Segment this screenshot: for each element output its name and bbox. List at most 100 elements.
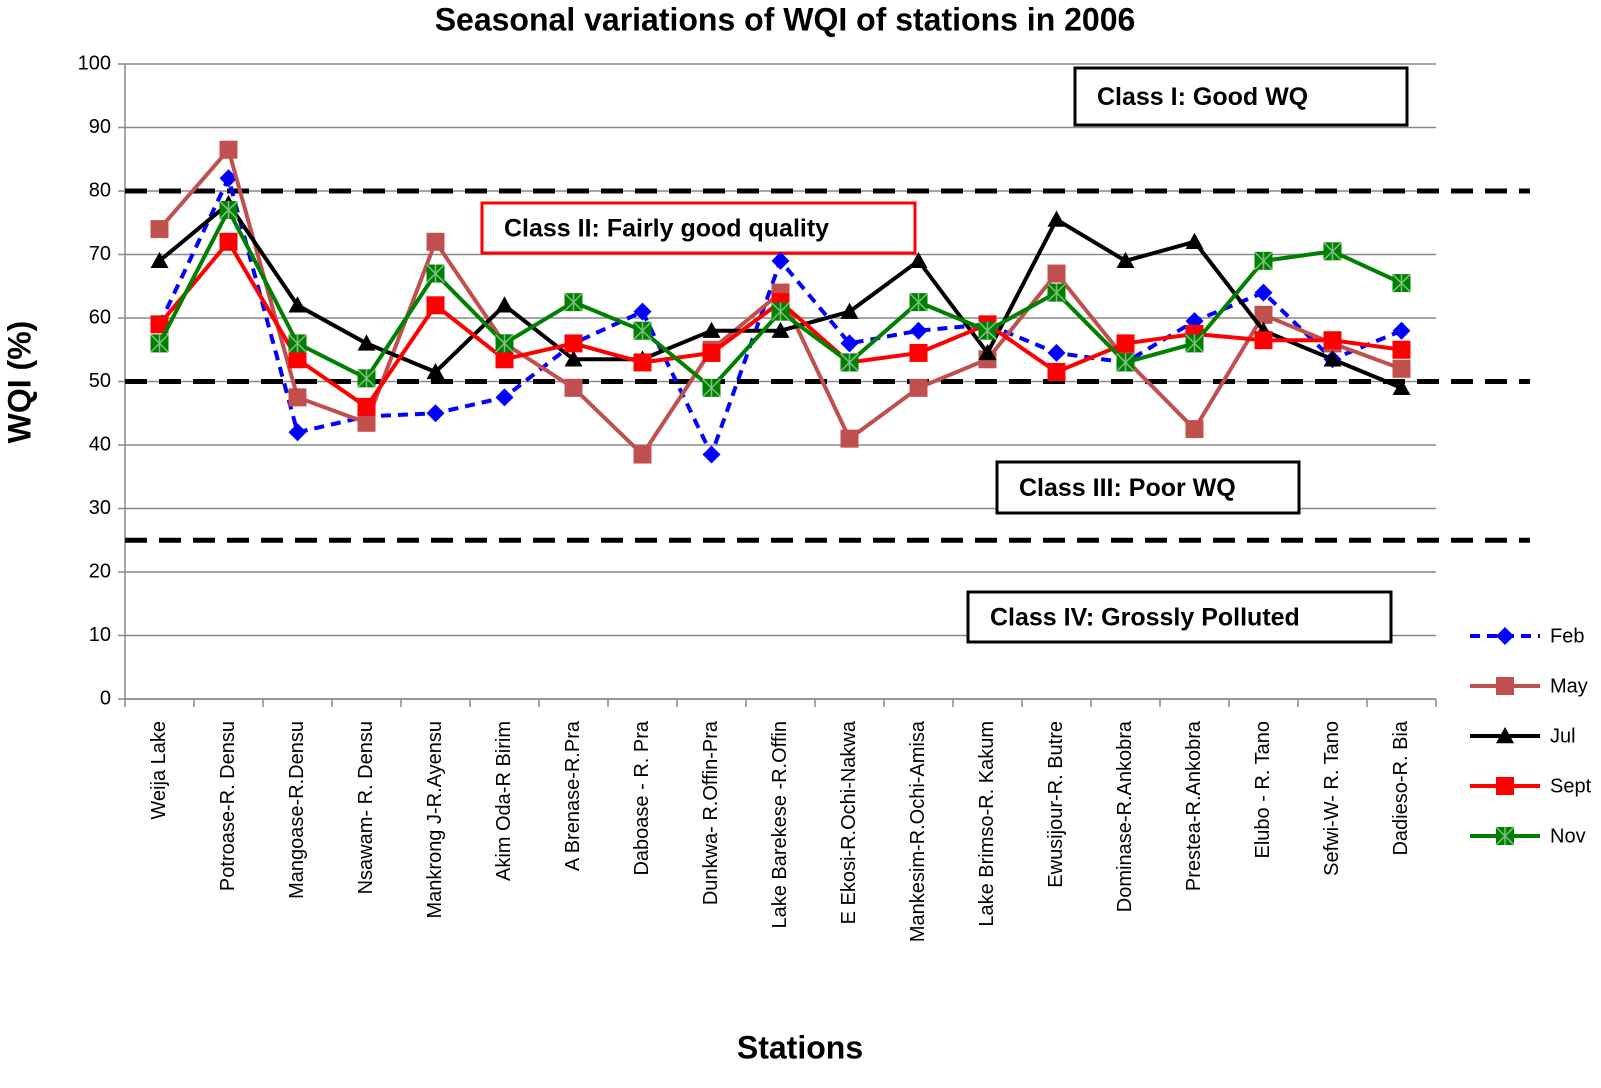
marker-detail xyxy=(1046,283,1067,303)
x-tick-label: A Brenase-R.Pra xyxy=(562,720,584,871)
marker xyxy=(633,445,652,464)
legend-label: Feb xyxy=(1550,625,1584,647)
marker-detail xyxy=(839,352,860,372)
marker xyxy=(1047,264,1066,283)
y-tick-label: 20 xyxy=(89,560,111,582)
marker-detail xyxy=(1184,333,1205,353)
y-tick-label: 40 xyxy=(89,433,111,455)
marker xyxy=(426,296,445,315)
marker xyxy=(633,353,652,372)
marker xyxy=(771,251,790,270)
marker xyxy=(840,429,859,448)
x-tick-label: Dominase-R.Ankobra xyxy=(1114,720,1136,912)
x-tick-label: Mankesim-R.Ochi-Amisa xyxy=(907,720,929,942)
marker xyxy=(288,350,307,369)
marker xyxy=(219,140,238,159)
y-tick-label: 70 xyxy=(89,243,111,265)
marker-detail xyxy=(770,302,791,322)
marker xyxy=(426,232,445,251)
marker xyxy=(978,343,997,361)
marker xyxy=(1496,627,1514,645)
marker xyxy=(633,302,652,321)
marker-detail xyxy=(701,378,722,398)
marker-detail xyxy=(1495,826,1515,846)
marker xyxy=(564,378,583,397)
y-tick-label: 90 xyxy=(89,116,111,138)
y-tick-label: 10 xyxy=(89,624,111,646)
marker xyxy=(495,296,514,313)
marker-detail xyxy=(287,333,308,353)
marker xyxy=(702,343,721,362)
x-tick-label: Ewusijour-R. Butre xyxy=(1045,721,1067,888)
chart-title: Seasonal variations of WQI of stations i… xyxy=(435,1,1136,37)
marker xyxy=(909,378,928,397)
marker xyxy=(1047,362,1066,381)
marker xyxy=(564,334,583,353)
marker-detail xyxy=(425,264,446,284)
class-label: Class II: Fairly good quality xyxy=(504,215,829,243)
marker xyxy=(288,388,307,407)
marker xyxy=(771,321,790,338)
marker-detail xyxy=(1322,241,1343,261)
x-tick-label: Potroase-R. Densu xyxy=(217,721,239,891)
y-tick-label: 50 xyxy=(89,370,111,392)
class-label: Class IV: Grossly Polluted xyxy=(990,604,1300,632)
marker xyxy=(288,423,307,442)
marker xyxy=(288,296,307,313)
marker xyxy=(909,321,928,340)
marker xyxy=(1496,677,1514,695)
marker xyxy=(840,302,859,319)
x-tick-label: Sefwi-W- R. Tano xyxy=(1321,721,1343,876)
x-tick-label: Dadieso-R. Bia xyxy=(1390,720,1412,855)
marker xyxy=(1254,331,1273,350)
legend-label: May xyxy=(1550,675,1588,697)
x-tick-label: Prestea-R.Ankobra xyxy=(1183,720,1205,891)
marker xyxy=(1392,378,1411,396)
y-tick-label: 80 xyxy=(89,179,111,201)
y-tick-label: 100 xyxy=(78,52,111,74)
marker-detail xyxy=(494,333,515,353)
marker-detail xyxy=(1253,251,1274,271)
marker-detail xyxy=(563,292,584,312)
marker-detail xyxy=(356,368,377,388)
marker xyxy=(495,388,514,407)
class-box xyxy=(480,201,917,255)
marker xyxy=(426,404,445,423)
marker xyxy=(1392,359,1411,378)
x-axis-title: Stations xyxy=(737,1029,863,1065)
marker xyxy=(1185,232,1204,249)
marker xyxy=(357,334,376,351)
marker-detail xyxy=(977,321,998,341)
marker xyxy=(1496,727,1514,744)
marker xyxy=(1254,305,1273,324)
x-tick-label: Weija Lake xyxy=(148,721,170,820)
x-tick-label: Mangoase-R.Densu xyxy=(286,721,308,899)
marker xyxy=(1116,251,1135,269)
legend-label: Sept xyxy=(1550,775,1592,797)
marker xyxy=(1392,340,1411,359)
marker xyxy=(1254,283,1273,302)
x-tick-label: Daboase - R. Pra xyxy=(631,720,653,875)
marker xyxy=(1323,350,1342,367)
x-tick-label: Mankrong J-R.Ayensu xyxy=(424,721,446,919)
marker xyxy=(840,334,859,353)
legend-label: Jul xyxy=(1550,725,1576,747)
class-label: Class III: Poor WQ xyxy=(1019,474,1236,502)
y-tick-label: 30 xyxy=(89,497,111,519)
series xyxy=(149,200,1412,398)
marker xyxy=(1392,321,1411,340)
x-tick-label: Akim Oda-R Birim xyxy=(493,721,515,881)
class-box xyxy=(1073,66,1409,127)
marker xyxy=(150,220,169,239)
x-tick-label: Lake Barekese -R.Offin xyxy=(769,721,791,929)
marker xyxy=(1185,420,1204,439)
marker xyxy=(1116,334,1135,353)
marker-detail xyxy=(218,200,239,220)
marker xyxy=(564,350,583,367)
series xyxy=(150,232,1411,416)
marker xyxy=(219,169,238,188)
marker-detail xyxy=(908,292,929,312)
x-tick-label: E Ekosi-R.Ochi-Nakwa xyxy=(838,720,860,924)
marker xyxy=(1047,343,1066,362)
y-axis-title: WQI (%) xyxy=(1,321,37,444)
